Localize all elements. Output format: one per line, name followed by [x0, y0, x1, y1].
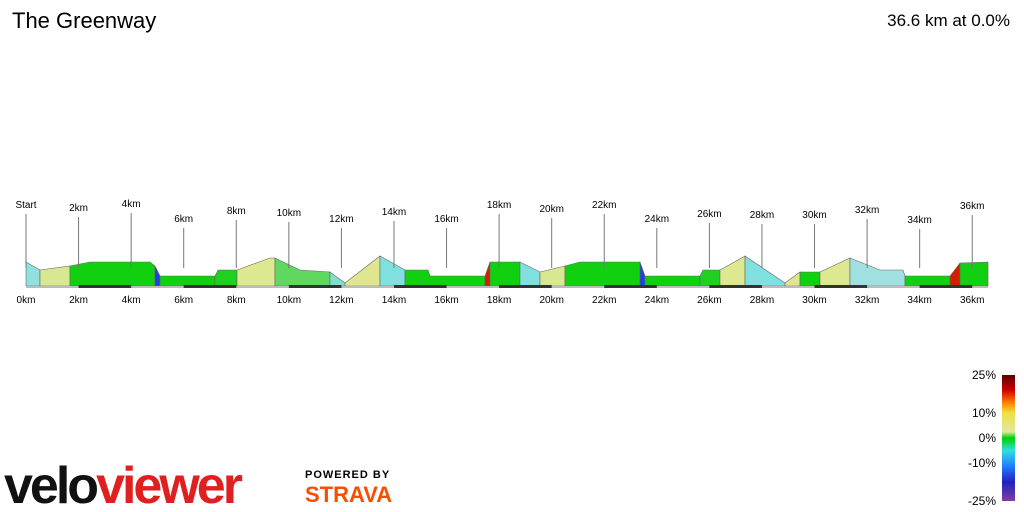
marker-label: 32km — [855, 205, 879, 216]
marker-label: 30km — [802, 210, 826, 221]
marker-label: 20km — [539, 204, 563, 215]
x-tick-label: 34km — [907, 295, 931, 306]
title: The Greenway — [12, 8, 156, 33]
km-band — [288, 285, 342, 288]
summary: 36.6 km at 0.0% — [887, 11, 1010, 30]
x-tick-label: 12km — [329, 295, 353, 306]
x-tick-label: 4km — [122, 295, 141, 306]
marker-label: 36km — [960, 201, 984, 212]
x-tick-label: 6km — [174, 295, 193, 306]
km-band — [814, 285, 868, 288]
x-tick-label: 14km — [382, 295, 406, 306]
marker-label: 28km — [750, 210, 774, 221]
colorbar-label: 0% — [979, 431, 997, 445]
logo-red: viewer — [96, 457, 243, 512]
marker-label: 24km — [645, 214, 669, 225]
marker-label: 12km — [329, 214, 353, 225]
colorbar-label: 25% — [972, 368, 996, 382]
x-tick-label: 8km — [227, 295, 246, 306]
strava: STRAVA — [305, 482, 392, 507]
colorbar-label: 10% — [972, 406, 996, 420]
km-band — [919, 285, 973, 288]
marker-label: 34km — [907, 215, 931, 226]
marker-label: 2km — [69, 203, 88, 214]
km-band — [78, 285, 132, 288]
marker-label: 4km — [122, 199, 141, 210]
logo-dark: velo — [4, 457, 97, 512]
x-tick-label: 24km — [645, 295, 669, 306]
logo: veloviewer POWERED BY STRAVA — [4, 457, 392, 512]
x-tick-label: 16km — [434, 295, 458, 306]
x-tick-label: 10km — [277, 295, 301, 306]
x-tick-label: 36km — [960, 295, 984, 306]
x-tick-label: 32km — [855, 295, 879, 306]
x-tick-label: 18km — [487, 295, 511, 306]
x-tick-label: 0km — [17, 295, 36, 306]
km-band — [709, 285, 762, 288]
colorbar-label: -10% — [968, 456, 996, 470]
marker-label: 26km — [697, 209, 721, 220]
x-tick-label: 22km — [592, 295, 616, 306]
x-tick-label: 20km — [539, 295, 563, 306]
marker-label: 18km — [487, 200, 511, 211]
x-tick-label: 28km — [750, 295, 774, 306]
km-band — [499, 285, 552, 288]
marker-label: 10km — [277, 208, 301, 219]
marker-label: 16km — [434, 214, 458, 225]
powered-by: POWERED BY — [305, 469, 390, 481]
km-band — [393, 285, 447, 288]
km-band — [183, 285, 237, 288]
marker-label: 14km — [382, 207, 406, 218]
marker-label: 8km — [227, 206, 246, 217]
x-tick-label: 26km — [697, 295, 721, 306]
x-tick-label: 2km — [69, 295, 88, 306]
marker-label: 6km — [174, 214, 193, 225]
marker-label: Start — [15, 200, 36, 211]
elevation-profile — [25, 255, 989, 288]
colorbar — [1002, 375, 1015, 501]
colorbar-label: -25% — [968, 494, 996, 508]
km-band — [604, 285, 657, 288]
marker-label: 22km — [592, 200, 616, 211]
x-tick-label: 30km — [802, 295, 826, 306]
logo-text: veloviewer — [4, 457, 243, 512]
